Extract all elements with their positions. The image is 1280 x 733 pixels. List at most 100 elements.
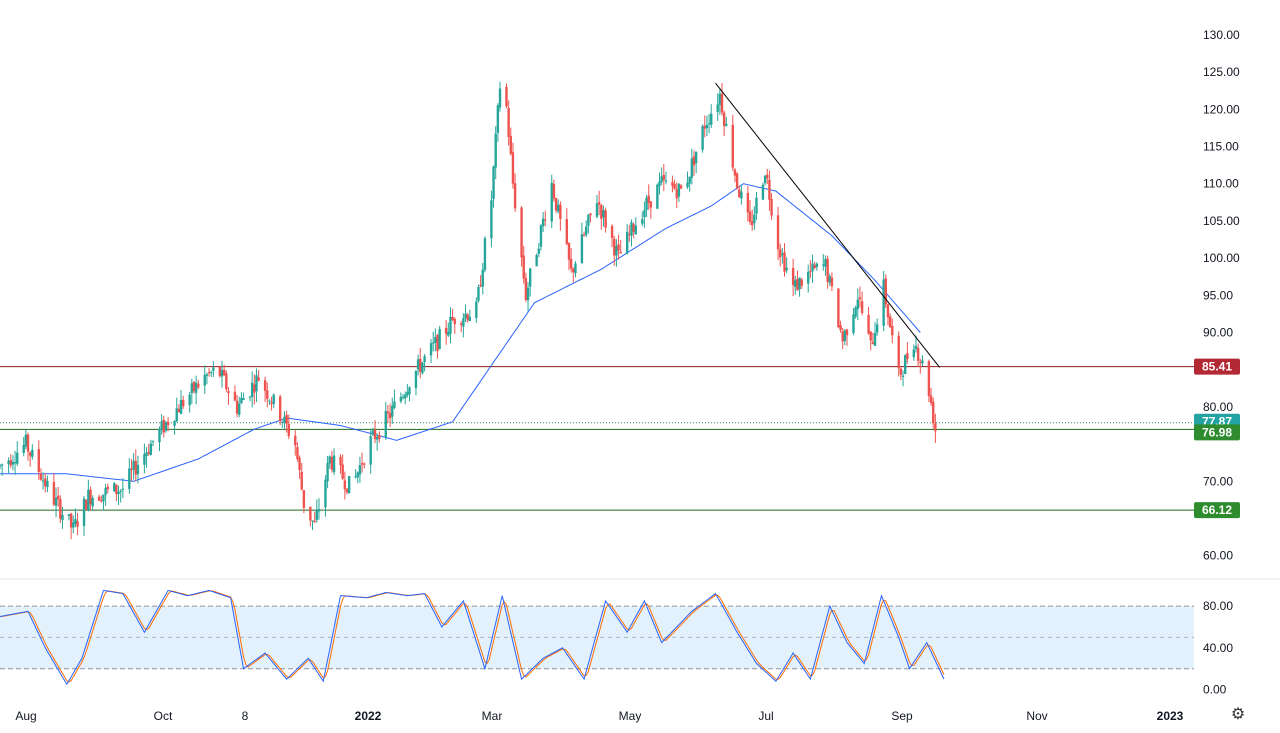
candle-body-294 <box>886 304 890 318</box>
candle-body-271 <box>815 263 819 268</box>
oscillator-tick-2: 0.00 <box>1203 683 1227 697</box>
candle-body-219 <box>660 176 663 183</box>
candle-body-229 <box>690 158 694 178</box>
candle-body-134 <box>403 394 407 399</box>
date-tick-3: 2022 <box>355 709 382 723</box>
candle-body-148 <box>447 332 450 336</box>
candle-body-268 <box>809 271 812 273</box>
oscillator-tick-0: 80.00 <box>1203 599 1233 613</box>
candle-body-70 <box>210 372 213 374</box>
candle-body-144 <box>434 337 437 343</box>
candle-body-93 <box>281 421 284 423</box>
candle-body-84 <box>253 384 256 393</box>
candle-body-15 <box>44 478 47 487</box>
candle-body-120 <box>360 463 364 465</box>
candle-body-74 <box>222 369 226 376</box>
candle-body-253 <box>763 175 767 184</box>
moving-average-line <box>0 183 921 482</box>
candle-body-39 <box>117 492 120 495</box>
date-tick-7: Sep <box>891 709 913 723</box>
candle-body-72 <box>218 366 222 377</box>
candle-body-150 <box>451 317 454 320</box>
candle-body-159 <box>479 284 482 287</box>
candle-body-86 <box>257 377 260 381</box>
candle-body-110 <box>330 456 334 470</box>
candle-body-125 <box>375 437 379 440</box>
candle-body-171 <box>513 183 517 209</box>
candle-body-263 <box>794 280 797 287</box>
candle-body-203 <box>613 238 616 256</box>
candle-body-166 <box>498 88 502 108</box>
candle-body-121 <box>363 463 366 465</box>
candle-body-19 <box>56 495 60 500</box>
candle-body-140 <box>421 362 424 374</box>
candle-body-307 <box>927 361 931 397</box>
candle-body-114 <box>343 480 347 490</box>
candle-body-4 <box>11 461 15 465</box>
candle-body-5 <box>13 462 17 464</box>
candle-body-168 <box>507 108 510 138</box>
candle-body-122 <box>369 436 372 465</box>
price-tick-4: 110.00 <box>1203 177 1239 191</box>
candle-body-56 <box>166 421 170 426</box>
candle-body-279 <box>841 331 844 342</box>
candle-body-3 <box>9 459 12 466</box>
candle-body-207 <box>625 231 629 254</box>
candle-body-24 <box>72 522 75 528</box>
candle-body-198 <box>597 202 601 205</box>
level-badge-3: 76.98 <box>1194 424 1240 441</box>
candle-body-278 <box>839 325 842 331</box>
candle-body-94 <box>283 416 286 423</box>
candle-body-52 <box>158 429 161 443</box>
oscillator-tick-1: 40.00 <box>1203 641 1233 655</box>
candle-body-162 <box>490 200 493 239</box>
candle-body-95 <box>285 414 288 424</box>
candle-body-239 <box>720 93 724 113</box>
candle-body-92 <box>278 396 282 422</box>
candle-body-296 <box>891 325 894 336</box>
candle-body-91 <box>272 394 275 405</box>
candle-body-126 <box>378 435 381 439</box>
candle-body-299 <box>901 375 905 377</box>
candle-body-309 <box>932 401 935 424</box>
candle-body-127 <box>384 410 387 438</box>
price-tick-11: 60.00 <box>1203 549 1233 563</box>
candle-body-59 <box>177 408 181 413</box>
candle-body-9 <box>26 434 30 452</box>
candle-body-10 <box>28 452 32 456</box>
gear-icon[interactable]: ⚙ <box>1230 706 1246 723</box>
candle-body-173 <box>522 255 525 279</box>
candle-body-201 <box>604 210 607 228</box>
candle-body-249 <box>750 221 754 226</box>
candle-body-129 <box>388 413 392 419</box>
date-tick-9: 2023 <box>1157 709 1184 723</box>
candle-body-170 <box>511 152 515 184</box>
candle-body-135 <box>406 392 409 396</box>
candle-body-261 <box>785 267 788 271</box>
candle-body-21 <box>61 514 64 521</box>
date-tick-1: Oct <box>154 709 173 723</box>
candle-body-113 <box>341 464 344 479</box>
candle-body-208 <box>628 234 631 236</box>
candle-body-57 <box>173 420 176 426</box>
candle-body-124 <box>373 429 377 440</box>
candle-body-300 <box>903 355 907 374</box>
candle-body-85 <box>255 375 258 392</box>
candle-body-188 <box>567 242 571 260</box>
candle-body-78 <box>235 400 239 414</box>
candle-body-244 <box>735 173 739 188</box>
candle-body-67 <box>203 374 206 386</box>
candle-body-77 <box>233 391 237 401</box>
candle-body-211 <box>634 225 637 235</box>
candle-body-184 <box>554 197 558 211</box>
candle-body-232 <box>701 125 704 150</box>
candle-body-79 <box>238 403 241 415</box>
candle-body-282 <box>852 314 855 334</box>
candle-body-179 <box>539 225 543 247</box>
candle-body-128 <box>386 411 390 414</box>
trendline[interactable] <box>715 82 941 368</box>
candle-body-116 <box>347 476 351 494</box>
candle-body-99 <box>298 457 301 471</box>
